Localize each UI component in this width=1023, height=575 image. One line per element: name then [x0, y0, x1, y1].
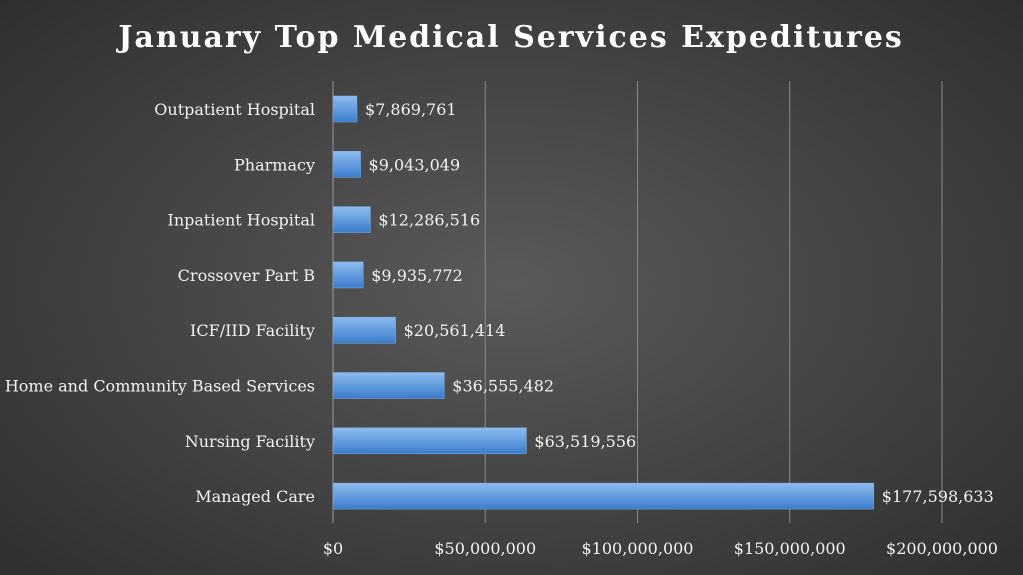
bar: [332, 206, 371, 233]
bar: [332, 372, 445, 399]
category-label: Outpatient Hospital: [154, 100, 315, 119]
bar: [332, 151, 361, 178]
bar: [332, 95, 358, 123]
data-labels: $7,869,761 $9,043,049 $12,286,516 $9,935,77…: [365, 100, 994, 506]
x-tick-label: $150,000,000: [734, 539, 846, 558]
bars: [332, 95, 875, 510]
x-tick-label: $50,000,000: [434, 539, 536, 558]
category-label: Crossover Part B: [178, 266, 315, 285]
x-axis-ticks: $0 $50,000,000 $100,000,000 $150,000,000 $20…: [323, 539, 998, 558]
category-labels: Outpatient Hospital Pharmacy Inpatient Hos…: [5, 100, 315, 506]
category-label: Pharmacy: [234, 155, 315, 174]
bar: [332, 316, 396, 344]
bar: [332, 261, 364, 289]
category-label: ICF/IID Facility: [190, 321, 315, 340]
bar: [332, 427, 527, 455]
category-label: Home and Community Based Services: [5, 377, 315, 396]
bar: [332, 482, 875, 510]
data-label: $63,519,556: [534, 432, 636, 451]
category-label: Inpatient Hospital: [168, 211, 315, 230]
chart-title: January Top Medical Services Expeditures: [115, 20, 904, 55]
data-label: $9,043,049: [369, 155, 461, 174]
data-label: $177,598,633: [882, 487, 994, 506]
category-label: Nursing Facility: [185, 432, 315, 451]
x-tick-label: $100,000,000: [582, 539, 694, 558]
x-tick-label: $0: [323, 539, 343, 558]
data-label: $12,286,516: [378, 211, 480, 230]
category-label: Managed Care: [195, 487, 315, 506]
data-label: $20,561,414: [404, 321, 506, 340]
x-tick-label: $200,000,000: [886, 539, 998, 558]
data-label: $7,869,761: [365, 100, 457, 119]
data-label: $9,935,772: [371, 266, 463, 285]
data-label: $36,555,482: [452, 377, 554, 396]
gridlines: [332, 81, 943, 523]
